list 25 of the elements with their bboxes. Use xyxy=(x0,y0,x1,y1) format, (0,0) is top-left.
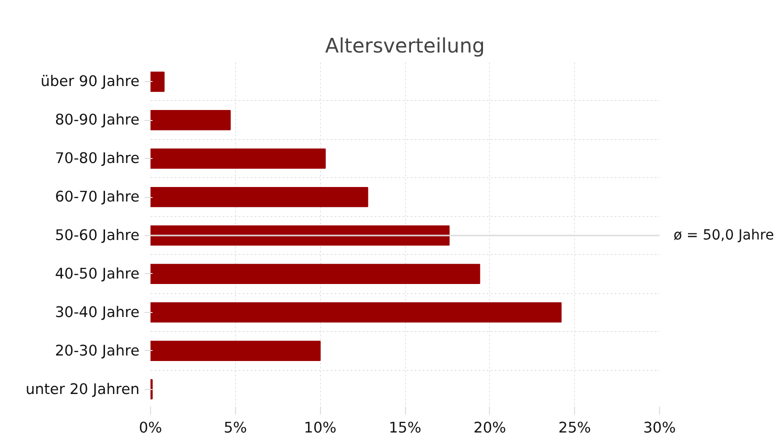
bar xyxy=(150,264,480,284)
y-tick-label: unter 20 Jahren xyxy=(26,380,140,398)
chart-title: Altersverteilung xyxy=(325,34,485,58)
bar xyxy=(150,302,562,322)
x-tick-label: 30% xyxy=(643,420,676,436)
bar xyxy=(150,110,231,130)
x-tick-label: 0% xyxy=(138,420,162,436)
bar xyxy=(150,186,368,208)
y-tick-label: 40-50 Jahre xyxy=(54,265,140,282)
y-tick-label: 70-80 Jahre xyxy=(54,150,140,168)
x-tick-label: 10% xyxy=(304,420,337,436)
bar xyxy=(150,148,326,169)
x-tick-label: 25% xyxy=(558,420,592,436)
bar xyxy=(150,340,321,361)
x-tick-label: 20% xyxy=(474,420,506,436)
ref-line-label: ø = 50,0 Jahre xyxy=(674,228,774,244)
y-tick-label: 20-30 Jahre xyxy=(54,342,140,360)
y-tick-label: 80-90 Jahre xyxy=(54,112,140,129)
bar xyxy=(150,72,165,92)
x-tick-label: 5% xyxy=(224,420,248,436)
y-tick-label: 30-40 Jahre xyxy=(54,304,140,321)
y-tick-label: 50-60 Jahre xyxy=(54,227,140,244)
y-tick-label: 60-70 Jahre xyxy=(54,188,140,206)
y-tick-label: über 90 Jahre xyxy=(40,73,140,90)
x-tick-label: 15% xyxy=(388,420,422,436)
